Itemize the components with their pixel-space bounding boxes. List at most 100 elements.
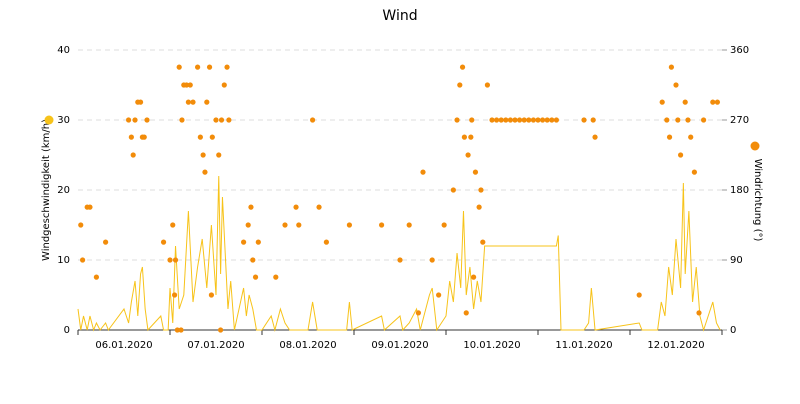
wind-direction-point xyxy=(216,152,222,158)
x-tick-label: 12.01.2020 xyxy=(647,340,704,351)
wind-direction-point xyxy=(673,82,679,88)
wind-direction-point xyxy=(406,222,412,228)
wind-direction-point xyxy=(664,117,670,123)
wind-direction-point xyxy=(316,204,322,210)
wind-direction-point xyxy=(224,64,230,70)
wind-direction-point xyxy=(128,134,134,140)
y2-axis-legend-dot xyxy=(750,141,760,151)
wind-direction-point xyxy=(218,117,225,123)
wind-direction-point xyxy=(183,82,190,88)
wind-direction-point xyxy=(221,82,227,88)
wind-direction-point xyxy=(195,64,201,70)
wind-direction-point xyxy=(636,292,642,298)
x-tick-label: 08.01.2020 xyxy=(279,340,336,351)
wind-direction-point xyxy=(379,222,385,228)
wind-direction-point xyxy=(701,117,707,123)
wind-direction-point xyxy=(685,117,691,123)
wind-direction-point xyxy=(245,222,251,228)
wind-direction-point xyxy=(185,99,191,105)
wind-direction-point xyxy=(678,152,684,158)
wind-direction-point xyxy=(535,117,541,123)
y-axis-label: Windgeschwindigkeit (km/h) xyxy=(41,119,52,261)
wind-direction-point xyxy=(441,222,447,228)
wind-direction-point xyxy=(549,117,555,123)
wind-direction-point xyxy=(87,204,93,210)
wind-direction-point xyxy=(581,117,587,123)
y2-tick-label: 90 xyxy=(730,255,743,266)
wind-direction-point xyxy=(174,327,180,333)
x-tick-label: 11.01.2020 xyxy=(555,340,612,351)
wind-direction-point xyxy=(167,257,173,263)
wind-direction-point xyxy=(80,257,86,263)
wind-direction-point xyxy=(241,239,247,245)
wind-direction-point xyxy=(463,310,469,316)
wind-direction-point xyxy=(544,117,550,123)
wind-direction-point xyxy=(250,257,256,263)
chart-title: Wind xyxy=(382,8,417,24)
wind-direction-point xyxy=(78,222,84,228)
wind-direction-point xyxy=(503,117,509,123)
wind-direction-point xyxy=(553,117,560,123)
wind-direction-point xyxy=(668,64,675,70)
wind-direction-point xyxy=(296,222,302,228)
y-tick-label: 0 xyxy=(64,325,70,336)
wind-direction-point xyxy=(132,117,138,123)
wind-direction-point xyxy=(208,292,214,298)
wind-direction-point xyxy=(310,117,316,123)
wind-direction-point xyxy=(415,310,421,316)
wind-direction-point xyxy=(429,257,435,263)
wind-direction-point xyxy=(480,239,486,245)
x-tick-label: 09.01.2020 xyxy=(371,340,428,351)
wind-direction-point xyxy=(141,134,147,140)
wind-direction-point xyxy=(484,82,490,88)
wind-direction-point xyxy=(93,274,99,280)
wind-direction-point xyxy=(170,222,176,228)
x-tick-label: 10.01.2020 xyxy=(463,340,520,351)
wind-direction-point xyxy=(459,64,466,70)
wind-direction-point xyxy=(454,117,460,123)
wind-direction-point xyxy=(666,134,673,140)
y-tick-label: 30 xyxy=(57,115,70,126)
y-tick-label: 10 xyxy=(57,255,70,266)
wind-direction-point xyxy=(498,117,504,123)
y-tick-label: 40 xyxy=(57,45,70,56)
wind-direction-point xyxy=(659,99,665,105)
wind-direction-point xyxy=(521,117,527,123)
wind-direction-point xyxy=(540,117,546,123)
x-tick-label: 07.01.2020 xyxy=(187,340,244,351)
wind-direction-point xyxy=(323,239,329,245)
wind-direction-point xyxy=(218,327,224,333)
wind-direction-point xyxy=(397,257,403,263)
wind-direction-point xyxy=(213,117,219,123)
wind-direction-point xyxy=(137,99,144,105)
wind-direction-point xyxy=(465,152,471,158)
wind-direction-point xyxy=(494,117,500,123)
wind-direction-point xyxy=(176,64,182,70)
wind-direction-point xyxy=(282,222,288,228)
y-tick-label: 20 xyxy=(57,185,70,196)
wind-direction-point xyxy=(471,274,477,280)
wind-direction-point xyxy=(457,82,463,88)
y-axis-legend-dot xyxy=(44,115,54,125)
wind-direction-point xyxy=(226,117,232,123)
wind-direction-point xyxy=(478,187,484,193)
wind-direction-point xyxy=(190,99,196,105)
wind-direction-point xyxy=(172,292,178,298)
y2-tick-label: 180 xyxy=(730,185,749,196)
y2-tick-label: 360 xyxy=(730,45,749,56)
wind-direction-point xyxy=(530,117,537,123)
wind-direction-point xyxy=(160,239,167,245)
wind-direction-point xyxy=(710,99,716,105)
wind-direction-point xyxy=(202,169,208,175)
wind-direction-point xyxy=(590,117,596,123)
wind-direction-point xyxy=(526,117,532,123)
wind-direction-point xyxy=(209,134,215,140)
y2-tick-label: 0 xyxy=(730,325,736,336)
wind-speed-line xyxy=(77,175,721,332)
wind-direction-point xyxy=(696,310,702,316)
wind-direction-point xyxy=(248,204,254,210)
wind-direction-point xyxy=(103,239,109,245)
wind-direction-point xyxy=(507,117,513,123)
wind-direction-point xyxy=(468,134,474,140)
